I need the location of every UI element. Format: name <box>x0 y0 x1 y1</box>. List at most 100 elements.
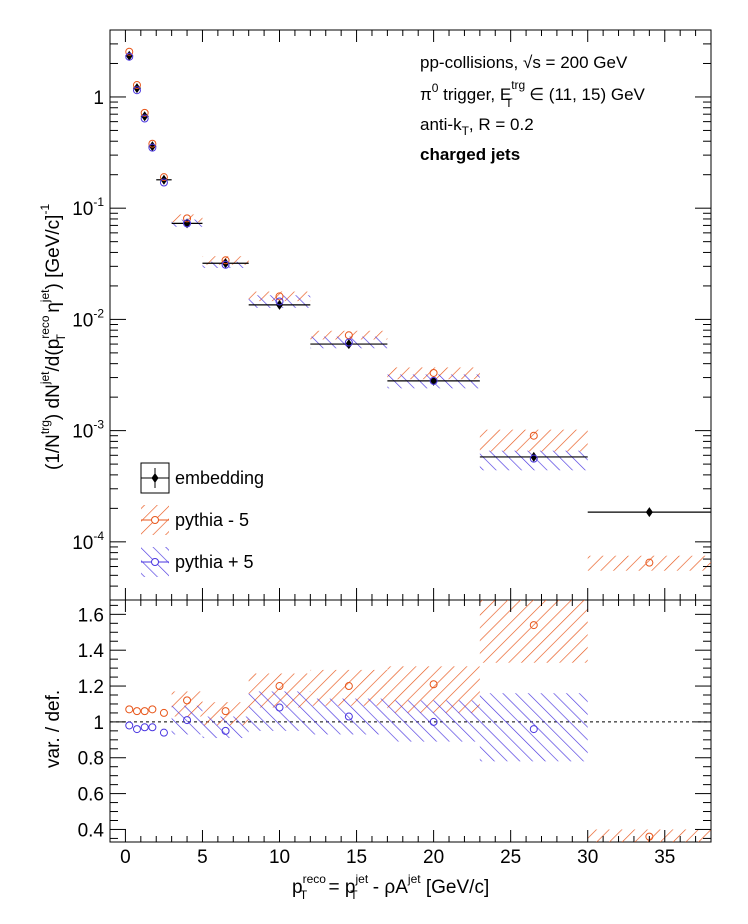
top-y-tick-label-4: 1 <box>93 88 104 109</box>
info-antikt-sub: T <box>462 124 470 138</box>
x-tick-label-1: 5 <box>197 847 208 868</box>
top-point-embedding-6 <box>222 258 230 269</box>
top-point-2-6 <box>221 260 230 269</box>
ratio-point-0-10 <box>529 621 538 630</box>
x-tick-label-4: 20 <box>423 847 444 868</box>
ratio-band-0-10 <box>479 600 588 663</box>
info-trigger-text: trigger, E <box>438 85 511 104</box>
top-band-1-9 <box>387 367 480 380</box>
ratio-point-0-3 <box>148 705 157 714</box>
top-y-tick-label-2: 10-2 <box>72 306 104 331</box>
ratio-point-1-0 <box>125 721 134 730</box>
axis-ticks: 0 5 10 15 20 25 30 3510-410-310-210-110.40.60.8… <box>72 29 711 868</box>
top-point-embedding-8 <box>345 339 353 350</box>
top-point-2-2 <box>140 114 149 123</box>
top-point-2-3 <box>148 143 157 152</box>
info-box: pp-collisions, √s = 200 GeV π0 trigger, … <box>420 53 646 164</box>
top-y-tick-label-0: 10-4 <box>72 529 104 554</box>
top-point-1-9 <box>429 368 438 377</box>
top-point-1-10 <box>529 431 538 440</box>
top-point-1-11 <box>645 558 654 567</box>
top-point-2-1 <box>132 86 141 95</box>
info-radius: , R = 0.2 <box>469 115 534 134</box>
top-band-1-5 <box>171 214 203 223</box>
info-t-sub: T <box>505 96 513 110</box>
ratio-point-1-10 <box>529 725 538 734</box>
top-y-tick-label-1: 10-3 <box>72 418 104 443</box>
spectrum-plot <box>125 47 711 571</box>
top-point-1-2 <box>140 108 149 117</box>
top-point-2-0 <box>125 52 134 61</box>
top-point-1-5 <box>183 214 192 223</box>
ratio-point-0-4 <box>159 708 168 717</box>
top-point-embedding-11 <box>645 507 653 518</box>
info-pi-sup: 0 <box>432 81 439 95</box>
x-tick-label-7: 35 <box>654 847 675 868</box>
ratio-band-1-8 <box>310 698 388 735</box>
legend-label-pythia-plus: pythia + 5 <box>175 552 254 572</box>
x-axis-title: preco T = pjet T - ρAjet [GeV/c] <box>292 872 489 902</box>
bottom-y-tick-label-2: 0.8 <box>78 749 104 770</box>
x-tick-label-5: 25 <box>500 847 521 868</box>
ratio-point-0-1 <box>132 707 141 716</box>
x-tick-label-3: 15 <box>346 847 367 868</box>
ratio-point-0-2 <box>140 707 149 716</box>
bottom-y-tick-label-6: 1.6 <box>78 605 104 626</box>
ratio-band-1-9 <box>387 700 480 742</box>
ratio-plot <box>110 600 711 842</box>
info-line-trigger: π0 trigger, Etrg T ∈ (11, 15) GeV <box>420 78 646 110</box>
top-point-1-0 <box>125 47 134 56</box>
ratio-point-0-8 <box>344 682 353 691</box>
info-line-jets: charged jets <box>420 145 520 164</box>
bottom-y-tick-label-5: 1.4 <box>78 641 105 662</box>
top-band-1-8 <box>310 330 388 340</box>
ratio-point-1-2 <box>140 723 149 732</box>
legend-label-embedding: embedding <box>175 468 264 488</box>
ratio-point-0-6 <box>221 707 230 716</box>
top-point-2-4 <box>159 178 168 187</box>
legend: embedding pythia - 5 pythia + 5 <box>140 462 264 577</box>
top-point-2-10 <box>529 454 538 463</box>
ratio-point-1-8 <box>344 712 353 721</box>
top-point-1-7 <box>275 292 284 301</box>
top-point-embedding-3 <box>148 141 156 152</box>
bottom-y-tick-label-0: 0.4 <box>78 820 105 841</box>
bottom-y-axis-title: var. / def. <box>43 690 64 768</box>
top-point-embedding-9 <box>430 375 438 386</box>
top-point-1-4 <box>159 173 168 182</box>
ratio-point-1-9 <box>429 717 438 726</box>
top-point-embedding-5 <box>183 218 191 229</box>
top-point-2-9 <box>429 376 438 385</box>
bottom-y-tick-label-1: 0.6 <box>78 785 104 806</box>
info-line-algorithm: anti-kT, R = 0.2 <box>420 115 534 138</box>
bottom-y-tick-label-4: 1.2 <box>78 677 104 698</box>
top-point-1-6 <box>221 256 230 265</box>
legend-label-pythia-minus: pythia - 5 <box>175 510 249 530</box>
info-range: ∈ (11, 15) GeV <box>525 85 646 104</box>
top-band-1-10 <box>479 429 588 452</box>
top-point-embedding-10 <box>530 451 538 462</box>
ratio-point-1-6 <box>221 726 230 735</box>
ratio-point-1-1 <box>132 725 141 734</box>
top-point-1-3 <box>148 139 157 148</box>
ratio-band-1-10 <box>479 693 588 762</box>
info-antikt: anti-k <box>420 115 462 134</box>
ratio-band-1-5 <box>171 705 203 735</box>
top-point-1-1 <box>132 81 141 90</box>
top-y-tick-label-3: 10-1 <box>72 195 104 220</box>
ratio-point-1-4 <box>159 728 168 737</box>
x-tick-label-2: 10 <box>269 847 290 868</box>
x-tick-label-0: 0 <box>120 847 131 868</box>
top-point-2-8 <box>344 338 353 347</box>
ratio-point-0-9 <box>429 680 438 689</box>
top-point-2-7 <box>275 297 284 306</box>
ratio-point-1-7 <box>275 703 284 712</box>
top-point-2-5 <box>183 219 192 228</box>
top-point-embedding-4 <box>160 174 168 185</box>
ratio-point-0-5 <box>183 696 192 705</box>
top-y-axis-title: (1/Ntrg) dNjet/d(preco T ηjet) [GeV/c]-1 <box>38 204 68 470</box>
ratio-point-1-5 <box>183 716 192 725</box>
top-band-1-11 <box>587 555 711 571</box>
bottom-panel-frame <box>109 599 712 843</box>
